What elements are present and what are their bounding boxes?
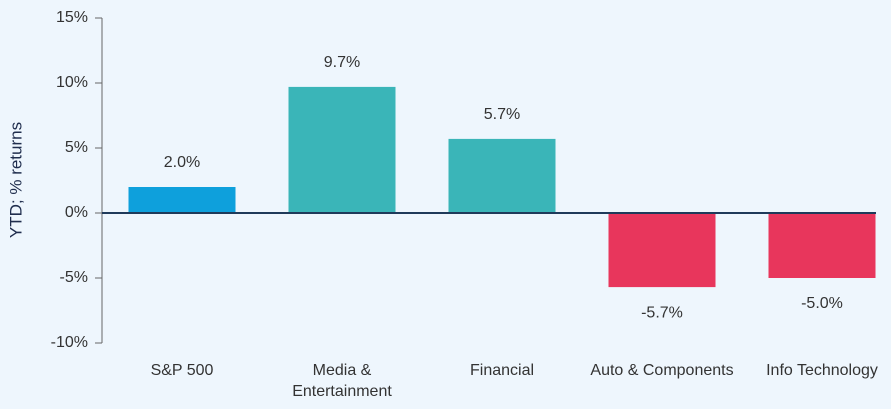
value-label: 5.7% (484, 106, 520, 123)
bar (128, 187, 236, 213)
y-tick-label: 15% (56, 9, 88, 26)
y-tick-label: 0% (65, 204, 88, 221)
bar (608, 213, 716, 288)
value-label: 2.0% (164, 154, 200, 171)
bar (768, 213, 876, 278)
value-label: 9.7% (324, 54, 360, 71)
bar (448, 138, 556, 213)
x-tick-label: Financial (469, 362, 535, 379)
x-tick-label: S&P 500 (150, 362, 214, 379)
value-label: -5.0% (801, 295, 843, 312)
y-tick-label: 10% (56, 74, 88, 91)
y-tick-label: 5% (65, 139, 88, 156)
bar (288, 86, 396, 213)
x-tick-label: Auto & Components (590, 362, 734, 379)
value-label: -5.7% (641, 304, 683, 321)
y-tick-label: -5% (60, 269, 88, 286)
y-axis-label: YTD; % returns (6, 122, 25, 238)
x-tick-label: Info Technology (766, 362, 878, 379)
y-tick-label: -10% (51, 334, 88, 351)
x-tick-label: Media & Entertainment (292, 362, 392, 400)
